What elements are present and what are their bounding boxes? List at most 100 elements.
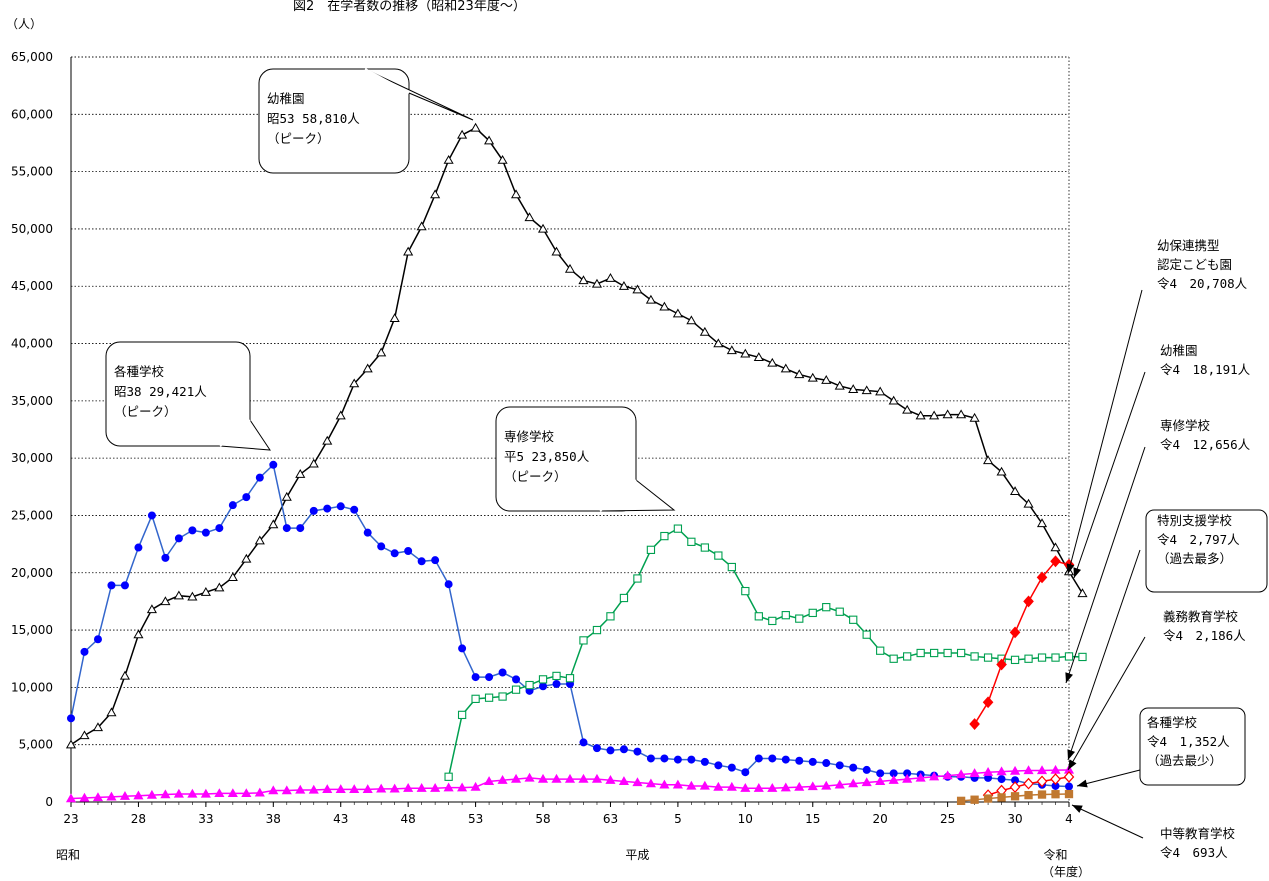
data-point	[579, 636, 588, 645]
data-point	[403, 246, 414, 256]
data-point	[606, 612, 615, 621]
y-tick-label: 45,000	[11, 279, 53, 293]
data-point	[215, 524, 224, 533]
data-point	[1050, 555, 1061, 568]
data-point	[1036, 571, 1048, 584]
data-point	[876, 769, 885, 778]
data-point	[362, 784, 373, 794]
data-point	[645, 778, 656, 788]
data-point	[997, 775, 1006, 784]
data-point	[780, 363, 791, 373]
data-point	[794, 781, 805, 791]
x-tick-label: 58	[535, 812, 550, 826]
data-point	[700, 757, 709, 766]
data-point	[795, 756, 804, 765]
pointer-arrow-head	[1065, 672, 1073, 683]
callout-joint	[219, 419, 251, 447]
data-point	[861, 385, 872, 395]
data-point	[822, 603, 831, 612]
series-line	[447, 527, 1083, 777]
data-point	[767, 783, 778, 792]
data-point	[633, 574, 642, 583]
data-point	[67, 714, 75, 723]
series-line	[70, 463, 1070, 788]
data-point	[861, 777, 872, 787]
pointer-arrow-line	[1073, 371, 1146, 579]
x-tick-label: 43	[333, 812, 348, 826]
data-point	[632, 777, 643, 787]
data-point	[268, 519, 279, 529]
data-point	[970, 652, 979, 661]
data-point	[672, 779, 683, 789]
data-point	[484, 135, 495, 145]
data-point	[862, 765, 871, 774]
data-point	[888, 395, 899, 405]
data-point	[1023, 777, 1034, 790]
callout-box	[495, 406, 637, 512]
x-tick-label: 25	[940, 812, 955, 826]
data-point	[888, 775, 899, 784]
data-point	[592, 625, 602, 635]
x-axis-ticks: 23 28 33 38 43 48 53 58 63 5 10 15 20 25 30 4	[63, 802, 1073, 826]
data-point	[915, 410, 926, 420]
data-point	[174, 534, 183, 543]
data-point	[848, 778, 859, 788]
data-point	[295, 468, 306, 478]
data-point	[996, 466, 1007, 476]
data-point	[578, 773, 589, 783]
series-中等教育学校	[956, 789, 1074, 806]
data-point	[133, 790, 144, 800]
data-point	[741, 768, 750, 777]
side-label-line: 令4 12,656人	[1160, 437, 1251, 452]
pointer-arrow-line	[1071, 804, 1144, 839]
data-point	[876, 646, 885, 655]
data-point	[1036, 775, 1048, 788]
data-point	[498, 692, 507, 701]
data-point	[430, 783, 441, 792]
data-point	[119, 670, 131, 680]
data-point	[619, 593, 629, 603]
data-point	[350, 505, 359, 514]
data-point	[983, 653, 993, 662]
data-point	[497, 154, 508, 164]
y-axis-ticks: 0 5,000 10,000 15,000 20,000 25,000 30,000 35,0…	[11, 50, 53, 809]
data-point	[484, 776, 495, 786]
data-point	[281, 785, 292, 795]
data-point	[295, 784, 306, 794]
y-tick-label: 0	[45, 795, 53, 809]
data-point	[862, 630, 871, 639]
data-point	[618, 281, 630, 290]
data-point	[457, 782, 468, 792]
data-point	[834, 779, 845, 789]
data-point	[254, 535, 265, 545]
data-point	[591, 278, 603, 288]
y-tick-label: 55,000	[11, 165, 53, 179]
callout-line: 各種学校	[114, 364, 165, 379]
y-tick-label: 30,000	[11, 451, 53, 465]
callout-line: 平5 23,850人	[504, 449, 590, 464]
data-point	[929, 648, 939, 658]
y-tick-label: 20,000	[11, 566, 53, 580]
y-tick-label: 50,000	[11, 222, 53, 236]
data-point	[1009, 626, 1021, 639]
data-point	[768, 616, 777, 626]
data-point	[754, 612, 763, 621]
data-point	[983, 455, 994, 465]
data-point	[1050, 773, 1061, 785]
data-point	[510, 773, 522, 783]
side-label-line: 令4 2,797人	[1157, 532, 1240, 547]
data-point	[753, 352, 764, 361]
y-tick-label: 65,000	[11, 50, 53, 64]
series-特別支援学校	[65, 764, 1075, 803]
data-point	[524, 212, 535, 222]
data-point	[80, 647, 89, 656]
data-point	[431, 556, 440, 565]
data-point	[458, 644, 467, 653]
data-point	[403, 783, 414, 792]
pointer-arrow-head	[1066, 563, 1075, 574]
data-point	[687, 755, 696, 764]
data-point	[1009, 781, 1021, 793]
data-point	[1050, 542, 1061, 552]
data-point	[146, 789, 157, 799]
